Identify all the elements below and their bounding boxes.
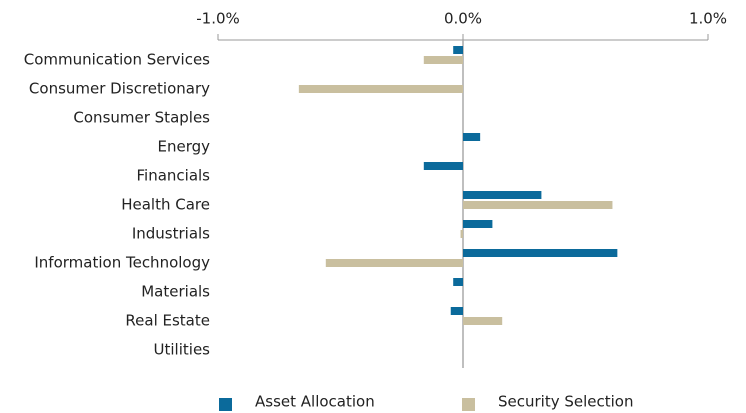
y-tick-label: Consumer Staples [73,109,210,127]
bar [325,259,463,267]
bar [298,85,463,93]
x-tick-label: -1.0% [196,10,240,28]
legend-swatch [462,398,475,411]
bar [423,56,463,64]
legend-label: Asset Allocation [255,393,375,411]
bar [463,220,493,228]
legend-swatch [219,398,232,411]
y-tick-label: Information Technology [34,254,210,272]
x-tick-label: 0.0% [444,10,482,28]
y-tick-label: Consumer Discretionary [29,80,210,98]
bar [463,201,613,209]
bar [450,307,463,315]
bar [453,278,463,286]
bar [463,191,542,199]
bar [453,46,463,54]
y-tick-label: Industrials [132,225,210,243]
bar [463,249,618,257]
y-tick-label: Utilities [154,341,211,359]
y-tick-label: Materials [141,283,210,301]
bar [463,317,503,325]
x-tick-label: 1.0% [689,10,727,28]
legend-label: Security Selection [498,393,634,411]
bar [460,230,463,238]
y-tick-label: Financials [137,167,211,185]
bar [423,162,463,170]
bar [463,133,481,141]
y-tick-label: Energy [157,138,210,156]
y-tick-label: Real Estate [125,312,210,330]
y-tick-label: Communication Services [24,51,210,69]
y-tick-label: Health Care [121,196,210,214]
